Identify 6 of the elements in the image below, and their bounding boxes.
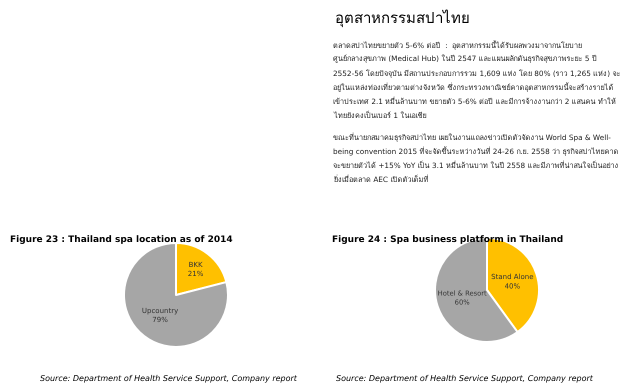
text: อุตสาหกรรมสปาไทย	[335, 9, 470, 28]
source-note: Source: Department of Health Service Support, Company report	[40, 374, 298, 383]
pie-slice	[123, 242, 229, 348]
chart-title: Figure 24 : Spa business platform in Thailand	[332, 235, 564, 245]
chart-title: Figure 23 : Thailand spa location as of 2014	[10, 235, 233, 245]
source-note: Source: Department of Health Service Support, Company report	[336, 374, 594, 383]
